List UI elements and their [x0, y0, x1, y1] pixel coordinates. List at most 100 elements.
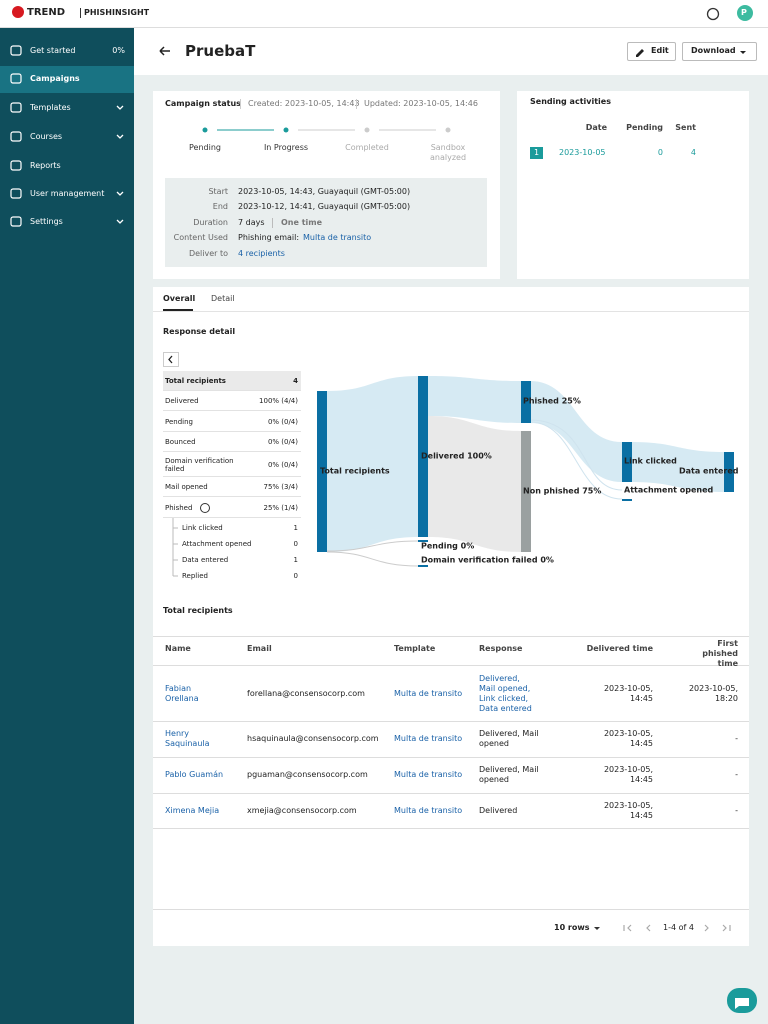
sankey-node — [622, 499, 632, 501]
detail-link[interactable]: Multa de transito — [303, 233, 372, 242]
row-label: Phished — [165, 503, 193, 512]
breakdown-label: Data entered — [182, 556, 229, 564]
row-label: Bounced — [165, 438, 196, 446]
nav-item[interactable]: Templates — [30, 103, 71, 112]
detail-label: End — [212, 202, 228, 211]
recipient-template[interactable]: Multa de transito — [394, 770, 463, 779]
step-dot — [445, 127, 451, 133]
page-nav — [646, 924, 651, 932]
column-header: Sent — [675, 123, 696, 132]
breakdown-value: 1 — [293, 556, 298, 564]
column-header: Date — [585, 123, 607, 132]
row-label: Delivered — [165, 397, 199, 405]
download-button[interactable] — [682, 42, 757, 61]
nav-item[interactable]: Settings — [30, 217, 63, 226]
breakdown-label: Link clicked — [182, 524, 223, 532]
avatar: P — [741, 8, 747, 17]
step-label: In Progress — [263, 143, 309, 152]
table-rule — [153, 909, 749, 910]
recipient-response[interactable]: Delivered, Mail opened, Link clicked, Da… — [479, 673, 532, 713]
recipient-template[interactable]: Multa de transito — [394, 805, 463, 815]
sankey-label: Domain verification failed 0% — [421, 556, 554, 565]
recipient-response: Delivered — [479, 805, 518, 815]
nav-icon — [10, 73, 22, 84]
created: Created: 2023-10-05, 14:43 — [240, 99, 360, 109]
sankey-link — [326, 551, 419, 567]
nav-icon — [10, 45, 22, 56]
details-box — [165, 178, 487, 267]
chevron — [116, 191, 124, 196]
tab-underline — [163, 309, 193, 311]
card-title: Sending activities — [530, 97, 611, 106]
recipient-template[interactable]: Multa de transito — [394, 688, 463, 698]
table-rule — [153, 757, 749, 758]
edit-button[interactable] — [627, 42, 676, 61]
page-nav — [722, 924, 731, 932]
download-label[interactable]: Download — [691, 46, 736, 55]
tab[interactable]: Detail — [211, 294, 235, 303]
breakdown-value: 0 — [293, 572, 298, 580]
detail-value: 7 days — [238, 218, 265, 227]
row-index: 1 — [534, 148, 540, 157]
breakdown-value: 0 — [293, 540, 298, 548]
detail-label: Content Used — [173, 233, 228, 242]
section-title: Total recipients — [163, 606, 233, 615]
recipient-name[interactable]: Pablo Guamán — [165, 770, 224, 779]
row-value: 25% (1/4) — [263, 503, 298, 512]
sending-card — [517, 91, 749, 279]
edit-label[interactable]: Edit — [651, 46, 669, 55]
table-rule — [153, 636, 749, 637]
top-bar — [0, 0, 768, 28]
detail-row — [163, 497, 301, 518]
detail-row — [163, 432, 301, 452]
info-icon — [200, 503, 210, 513]
step-label: Sandbox analyzed — [429, 143, 467, 162]
tab-divider — [153, 311, 749, 312]
row-value: 75% (3/4) — [263, 483, 298, 491]
tab[interactable]: Overall — [163, 294, 196, 303]
row-value: 4 — [293, 377, 298, 385]
detail-link[interactable]: 4 recipients — [238, 249, 285, 258]
row-value: 0% (0/4) — [267, 460, 298, 469]
nav-item[interactable]: Courses — [30, 132, 63, 141]
table-rule — [153, 665, 749, 666]
sankey-link — [326, 540, 419, 552]
column-header: First phished time — [702, 639, 738, 668]
section-title: Response detail — [163, 327, 236, 336]
sankey-flow — [428, 416, 521, 552]
nav-icon — [10, 160, 22, 171]
phished-time: - — [735, 805, 738, 815]
recipient-name[interactable]: Fabian Orellana — [165, 683, 199, 703]
nav-icon — [10, 216, 22, 227]
sankey-node — [317, 391, 327, 552]
sankey-label: Total recipients — [320, 467, 390, 476]
row-sent: 4 — [690, 148, 696, 157]
nav-item[interactable]: User management — [30, 189, 105, 198]
recipient-name[interactable]: Henry Saquinaula — [165, 729, 210, 748]
back-button[interactable] — [163, 352, 179, 367]
recipient-name[interactable]: Ximena Mejia — [165, 805, 220, 815]
detail-row — [163, 411, 301, 432]
nav-item[interactable]: Reports — [30, 161, 61, 170]
rows-per-page[interactable]: 10 rows — [554, 923, 590, 932]
page-nav — [623, 924, 632, 932]
recipient-template[interactable]: Multa de transito — [394, 734, 463, 743]
sankey-flow — [428, 376, 521, 423]
row-value: 100% (4/4) — [259, 397, 298, 405]
page-title: PruebaT — [185, 42, 256, 60]
card-title: Campaign status — [165, 99, 241, 108]
nav-item[interactable]: Campaigns — [30, 74, 80, 83]
updated: Updated: 2023-10-05, 14:46 — [356, 99, 478, 109]
detail-value: 2023-10-12, 14:41, Guayaquil (GMT-05:00) — [238, 202, 411, 211]
nav-item[interactable]: Get started — [30, 46, 76, 55]
detail-row — [163, 452, 301, 477]
column-header: Delivered time — [586, 644, 653, 653]
back-icon — [168, 355, 173, 364]
step-label: Pending — [189, 143, 221, 152]
step-dot — [283, 127, 289, 133]
detail-row — [163, 477, 301, 497]
detail-extra: One time — [272, 218, 322, 228]
row-date: 2023-10-05 — [559, 148, 606, 157]
row-label: Domain verification failed — [165, 456, 234, 473]
